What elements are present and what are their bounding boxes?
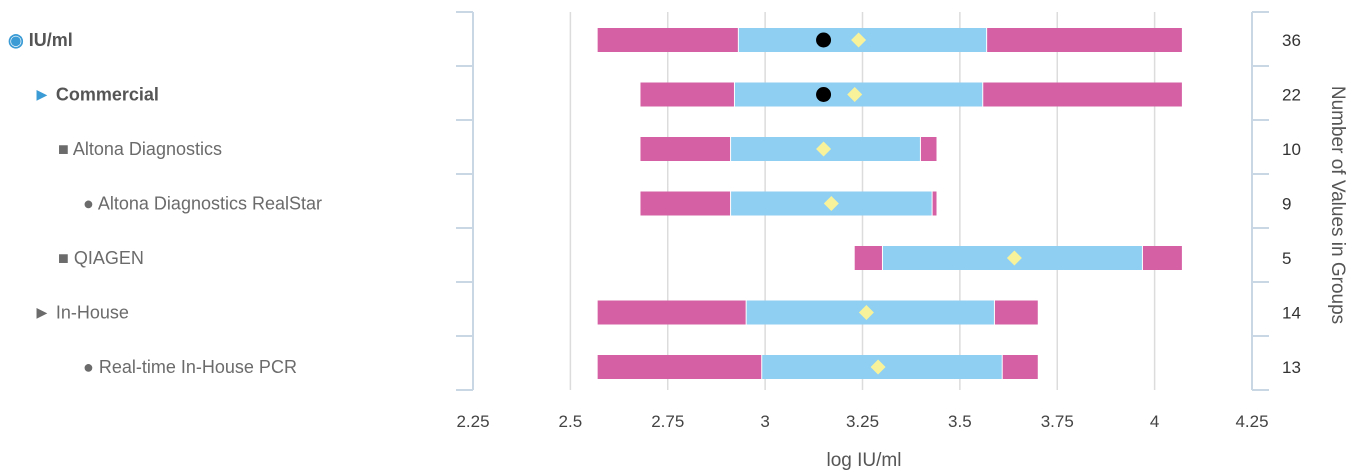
mean-marker (847, 87, 863, 102)
mean-marker (1006, 250, 1022, 266)
group-count-label: 9 (1282, 195, 1291, 214)
median-marker (816, 32, 832, 48)
group-count-label: 10 (1282, 140, 1301, 159)
row-label-text: In-House (56, 303, 129, 323)
row-label: ◉ IU/ml (8, 30, 73, 50)
row-label-bullet: ► (33, 85, 56, 105)
mean-marker (858, 305, 874, 320)
count-labels: 36 22 10 9 5 14 13 (1282, 31, 1301, 377)
x-axis-title: log IU/ml (827, 450, 902, 471)
right-axis-title: Number of Values in Groups (1327, 86, 1348, 324)
upper-range-bar (983, 82, 1182, 107)
row-label-bullet: ► (33, 303, 56, 323)
upper-range-bar (932, 191, 937, 216)
median-marker (816, 87, 832, 102)
x-tick-label: 4.25 (1235, 412, 1268, 431)
upper-range-bar (987, 28, 1182, 52)
row-label: ● Real-time In-House PCR (83, 357, 297, 377)
row-label-text: Real-time In-House PCR (99, 357, 297, 377)
row-label-text: Altona Diagnostics RealStar (98, 194, 322, 214)
upper-range-bar (920, 137, 937, 161)
lower-range-bar (640, 191, 731, 216)
x-tick-label: 4 (1150, 412, 1159, 431)
group-brackets (456, 11, 1269, 391)
row-label: ■ Altona Diagnostics (58, 139, 222, 159)
row-label-bullet: ◉ (8, 30, 29, 50)
group-count-label: 22 (1282, 86, 1301, 105)
row-label-bullet: ● (83, 194, 98, 214)
row-label: ► Commercial (33, 85, 159, 105)
group-count-label: 14 (1282, 304, 1301, 323)
row-label-bullet: ■ (58, 248, 74, 268)
row-label: ■ QIAGEN (58, 248, 144, 268)
lower-range-bar (854, 246, 882, 270)
mean-marker (851, 32, 867, 48)
x-tick-label: 3.5 (948, 412, 972, 431)
row-label: ● Altona Diagnostics RealStar (83, 194, 322, 214)
lower-range-bar (640, 137, 731, 161)
lower-range-bar (597, 300, 746, 325)
lower-range-bar (597, 28, 738, 52)
upper-range-bar (994, 300, 1038, 325)
group-count-label: 13 (1282, 358, 1301, 377)
x-tick-label: 2.5 (559, 412, 583, 431)
row-label-text: Altona Diagnostics (73, 139, 222, 159)
group-count-label: 5 (1282, 249, 1291, 268)
row-labels: ◉ IU/ml ► Commercial ■ Altona Diagnostics ●… (8, 30, 322, 377)
row-label: ► In-House (33, 303, 129, 323)
lower-range-bar (640, 82, 734, 107)
x-tick-label: 3.25 (846, 412, 879, 431)
mean-marker (816, 141, 832, 157)
lower-range-bar (597, 355, 762, 379)
row-label-text: Commercial (56, 85, 159, 105)
mean-marker (823, 196, 839, 211)
mean-marker (870, 359, 886, 375)
x-tick-labels: 2.25 2.5 2.75 3 3.25 3.5 3.75 4 4.25 (456, 412, 1268, 431)
x-tick-label: 3.75 (1041, 412, 1074, 431)
x-tick-label: 2.75 (651, 412, 684, 431)
group-count-label: 36 (1282, 31, 1301, 50)
row-label-text: IU/ml (29, 30, 73, 50)
row-label-bullet: ● (83, 357, 99, 377)
x-tick-label: 2.25 (456, 412, 489, 431)
row-label-text: QIAGEN (74, 248, 144, 268)
upper-range-bar (1002, 355, 1038, 379)
x-tick-label: 3 (760, 412, 769, 431)
upper-range-bar (1142, 246, 1182, 270)
row-label-bullet: ■ (58, 139, 73, 159)
bars (597, 28, 1182, 379)
markers (816, 32, 1022, 375)
